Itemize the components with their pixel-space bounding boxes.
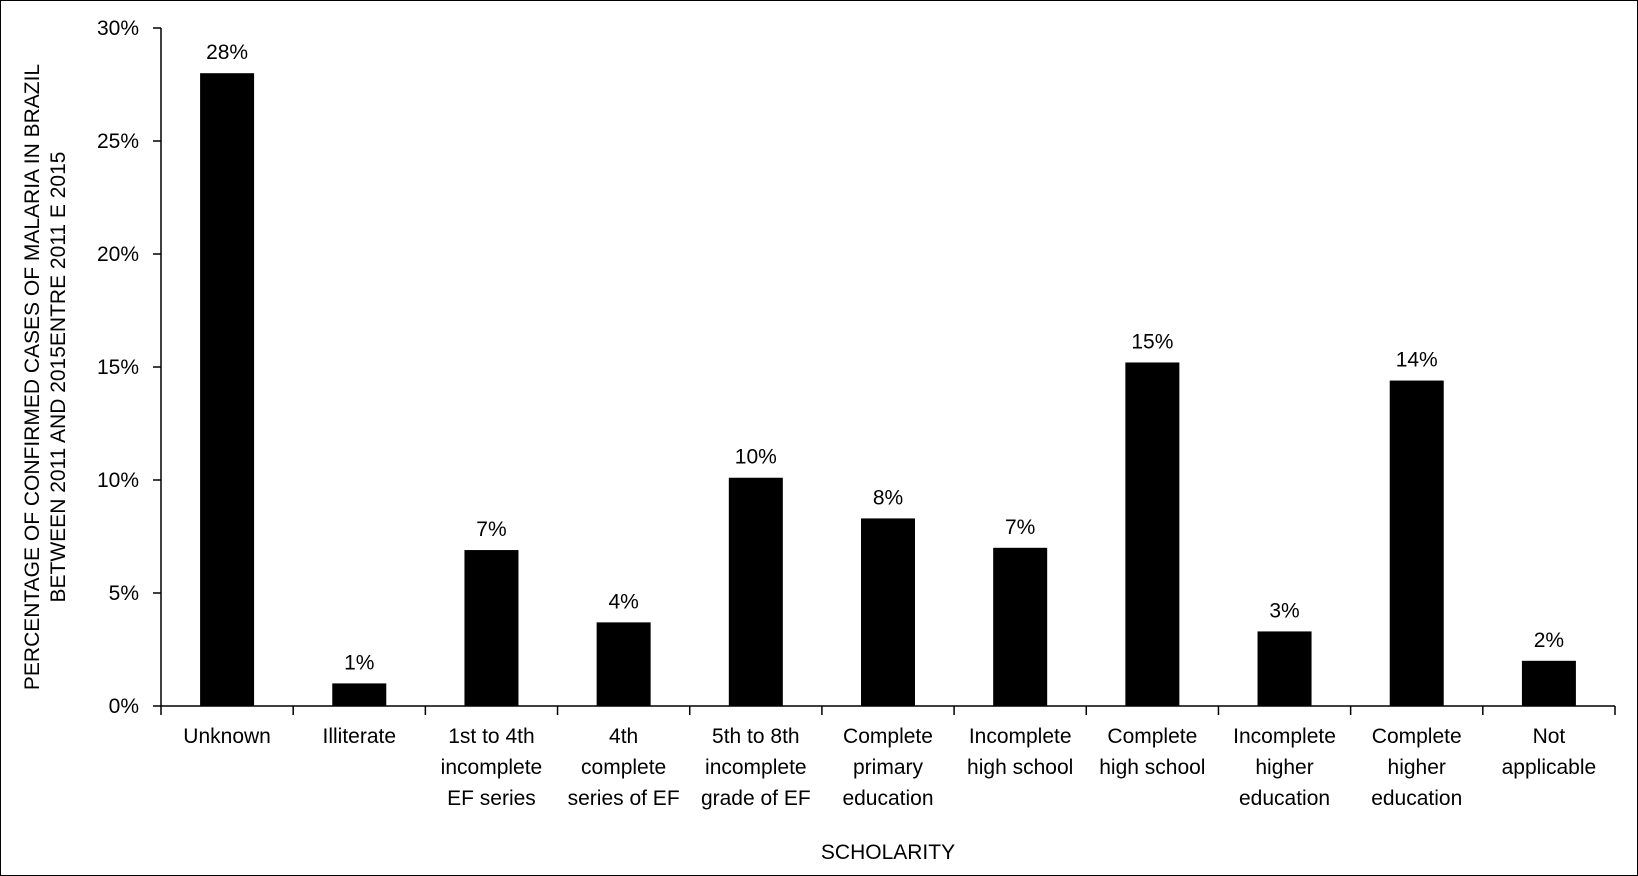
y-tick-label: 25% [97, 130, 139, 153]
bar [861, 518, 915, 706]
category-labels: Unknown Illiterate 1st to 4th incomplete EF … [183, 725, 1596, 810]
data-labels: 28% 1% 7% 4% 10% 8% 7% 15% 3% 14% 2% [206, 41, 1564, 674]
y-axis-title: PERCENTAGE OF CONFIRMED CASES OF MALARIA… [21, 64, 70, 690]
data-label: 28% [206, 41, 248, 64]
bar [993, 547, 1048, 706]
y-tick-label: 15% [97, 356, 139, 379]
y-tick-label: 20% [97, 243, 139, 266]
bar [332, 683, 387, 706]
bars [200, 73, 1576, 706]
y-tick-label: 10% [97, 469, 139, 492]
y-tick-label: 30% [97, 17, 139, 40]
bar [1389, 380, 1444, 706]
x-axis-title: SCHOLARITY [821, 841, 955, 864]
bar [728, 477, 783, 706]
bar [1125, 362, 1180, 706]
data-label: 2% [1534, 629, 1564, 652]
bar [1521, 660, 1576, 706]
y-axis: 0% 5% 10% 15% 20% 25% 30% [97, 17, 162, 718]
category-label: Incomplete higher education [1233, 725, 1336, 810]
data-label: 14% [1396, 349, 1438, 372]
category-label: Complete primary education [842, 725, 933, 810]
data-label: 10% [735, 446, 777, 469]
data-label: 4% [608, 590, 638, 613]
category-label: 1st to 4th incomplete EF series [441, 725, 543, 810]
data-label: 3% [1269, 599, 1299, 622]
data-label: 7% [476, 518, 506, 541]
category-label: Complete high school [1099, 725, 1205, 779]
category-label: Illiterate [323, 725, 397, 748]
category-label: Incomplete high school [967, 725, 1073, 779]
data-label: 8% [873, 486, 903, 509]
bar [1257, 631, 1312, 706]
x-axis [160, 705, 1616, 715]
data-label: 15% [1131, 330, 1173, 353]
y-tick-label: 5% [109, 582, 139, 605]
category-label: 5th to 8th incomplete grade of EF [701, 725, 811, 810]
data-label: 7% [1005, 516, 1035, 539]
category-label: Not applicable [1502, 725, 1597, 779]
bar [596, 622, 651, 706]
category-label: 4th complete series of EF [568, 725, 680, 810]
data-label: 1% [344, 651, 374, 674]
bar [464, 550, 519, 706]
category-label: Unknown [183, 725, 271, 748]
category-label: Complete higher education [1371, 725, 1462, 810]
y-tick-label: 0% [109, 695, 139, 718]
bar [200, 73, 255, 706]
